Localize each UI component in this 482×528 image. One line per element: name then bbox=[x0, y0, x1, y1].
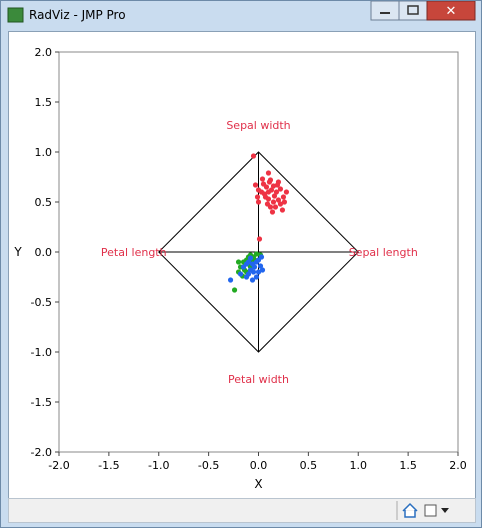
x-tick-label: -2.0 bbox=[48, 459, 69, 472]
point bbox=[235, 259, 242, 265]
point bbox=[254, 194, 261, 200]
x-tick-label: -1.5 bbox=[98, 459, 119, 472]
point bbox=[250, 269, 257, 275]
window-title: RadViz - JMP Pro bbox=[29, 8, 126, 22]
point bbox=[279, 207, 286, 213]
x-tick-label: 0.5 bbox=[300, 459, 318, 472]
point bbox=[231, 287, 238, 293]
point bbox=[272, 204, 279, 210]
point bbox=[250, 153, 257, 159]
y-tick-label: 1.5 bbox=[35, 96, 53, 109]
point bbox=[243, 274, 250, 280]
minimize-button[interactable] bbox=[370, 1, 400, 21]
x-tick-label: 0.0 bbox=[250, 459, 268, 472]
point bbox=[227, 277, 234, 283]
content: -2.0 -1.5 -1.0 -0.5 0.0 0.5 1.0 1.5 2.0 -2.0 -1.5 -… bbox=[8, 31, 476, 499]
point bbox=[256, 236, 263, 242]
point bbox=[255, 269, 262, 275]
point bbox=[262, 194, 269, 200]
point bbox=[281, 199, 288, 205]
point bbox=[270, 199, 277, 205]
point bbox=[245, 259, 252, 265]
y-tick-label: -1.5 bbox=[31, 396, 52, 409]
y-tick-label: 0.5 bbox=[35, 196, 53, 209]
y-axis-label: Y bbox=[13, 245, 22, 259]
point bbox=[277, 201, 284, 207]
app-icon bbox=[7, 7, 24, 23]
point bbox=[271, 193, 278, 199]
point bbox=[259, 267, 266, 273]
point bbox=[268, 187, 275, 193]
point bbox=[255, 199, 262, 205]
point bbox=[259, 176, 266, 182]
checkbox-button[interactable] bbox=[424, 504, 437, 517]
point bbox=[253, 274, 260, 280]
x-tick-label: 2.0 bbox=[449, 459, 467, 472]
point bbox=[251, 264, 258, 270]
x-tick-label: -1.0 bbox=[148, 459, 169, 472]
y-tick-label: -0.5 bbox=[31, 296, 52, 309]
status-icons bbox=[396, 501, 449, 520]
point bbox=[257, 263, 264, 269]
point bbox=[273, 189, 280, 195]
point bbox=[253, 251, 260, 257]
point bbox=[249, 277, 256, 283]
maximize-button[interactable] bbox=[398, 1, 428, 21]
title-bar: ✕ RadViz - JMP Pro bbox=[1, 1, 481, 31]
status-bar bbox=[8, 498, 476, 523]
x-axis-label: X bbox=[254, 477, 262, 491]
point bbox=[270, 183, 277, 189]
chart: -2.0 -1.5 -1.0 -0.5 0.0 0.5 1.0 1.5 2.0 -2.0 -1.5 -… bbox=[13, 46, 467, 491]
point bbox=[252, 182, 259, 188]
point bbox=[269, 209, 276, 215]
anchor-label: Sepal length bbox=[349, 246, 418, 259]
point bbox=[274, 182, 281, 188]
y-tick-label: -1.0 bbox=[31, 346, 52, 359]
close-icon: ✕ bbox=[446, 4, 457, 19]
x-tick-label: 1.0 bbox=[350, 459, 368, 472]
y-tick-label: 1.0 bbox=[35, 146, 53, 159]
close-button[interactable] bbox=[426, 1, 476, 21]
point bbox=[237, 271, 244, 277]
y-tick-label: -2.0 bbox=[31, 446, 52, 459]
point bbox=[283, 189, 290, 195]
point bbox=[275, 197, 282, 203]
point bbox=[265, 170, 272, 176]
point bbox=[247, 255, 254, 261]
maximize-icon bbox=[407, 5, 419, 15]
title-bar-graphics: ✕ bbox=[7, 1, 476, 23]
anchor-label: Petal width bbox=[228, 373, 289, 386]
point bbox=[258, 254, 265, 260]
y-tick-label: 2.0 bbox=[35, 46, 53, 59]
anchor-label: Petal length bbox=[101, 246, 167, 259]
home-button[interactable] bbox=[402, 502, 418, 518]
point bbox=[277, 186, 284, 192]
point bbox=[263, 184, 270, 190]
point bbox=[280, 194, 287, 200]
x-tick-label: 1.5 bbox=[399, 459, 417, 472]
point bbox=[264, 201, 271, 207]
dropdown-button[interactable] bbox=[441, 508, 449, 513]
point bbox=[266, 179, 273, 185]
x-tick-label: -0.5 bbox=[198, 459, 219, 472]
y-tick-label: 0.0 bbox=[35, 246, 53, 259]
anchor-label: Sepal width bbox=[226, 119, 290, 132]
